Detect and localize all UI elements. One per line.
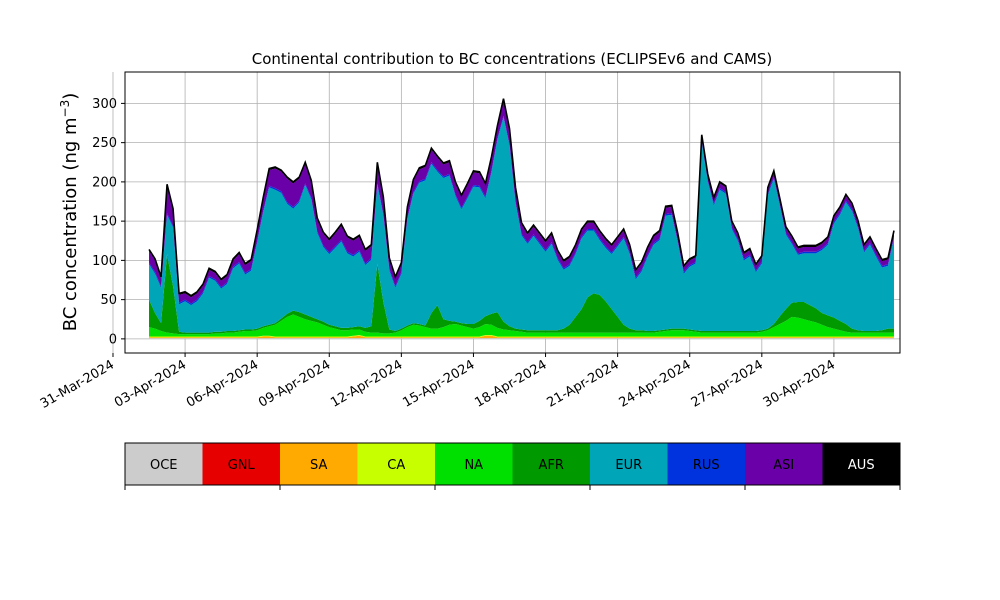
legend-swatch-ca [357, 443, 436, 485]
area-asi [149, 100, 894, 304]
legend-label-asi: ASI [773, 458, 794, 473]
x-tick-label: 03-Apr-2024 [112, 357, 189, 410]
x-tick-label: 27-Apr-2024 [689, 357, 766, 410]
legend-swatch-sa [280, 443, 358, 485]
y-tick-label: 0 [109, 332, 117, 347]
x-tick-label: 15-Apr-2024 [400, 357, 477, 410]
legend-frame [124, 442, 901, 486]
x-tick-label: 24-Apr-2024 [617, 357, 694, 410]
legend-label-rus: RUS [693, 458, 720, 473]
legend-swatch-gnl [202, 443, 281, 485]
chart-title: Continental contribution to BC concentra… [252, 50, 773, 68]
legend-swatch-eur [590, 443, 668, 485]
y-axis-label-superscript: −3 [58, 100, 72, 118]
legend-swatch-afr [512, 443, 591, 485]
area-oce [149, 338, 894, 339]
y-axis-ticks: 0 50 100 150 200 250 300 [92, 97, 125, 347]
y-tick-label: 150 [92, 215, 117, 230]
area-na [149, 314, 894, 337]
x-axis-ticks: 31-Mar-202403-Apr-202406-Apr-202409-Apr-… [38, 353, 838, 412]
axes [124, 71, 901, 354]
area-series [148, 98, 895, 339]
legend: OCE GNL SA CA NA AFR EUR RUS ASI AUS [124, 442, 901, 490]
total-outline [148, 98, 895, 297]
y-axis-label: BC concentration (ng m−3) [58, 93, 81, 332]
legend-swatch-oce [125, 443, 203, 485]
legend-label-sa: SA [310, 458, 327, 473]
legend-label-afr: AFR [539, 458, 564, 473]
legend-swatch-asi [745, 443, 823, 485]
legend-label-oce: OCE [150, 458, 178, 473]
y-tick-label: 300 [92, 97, 117, 112]
area-rus [149, 115, 894, 306]
x-tick-label: 18-Apr-2024 [472, 357, 549, 410]
x-tick-label: 31-Mar-2024 [38, 357, 117, 411]
legend-label-na: NA [464, 458, 483, 473]
y-tick-label: 50 [100, 293, 117, 308]
legend-label-aus: AUS [848, 458, 875, 473]
legend-swatch-rus [667, 443, 746, 485]
x-tick-label: 21-Apr-2024 [545, 357, 622, 410]
legend-label-gnl: GNL [228, 458, 256, 473]
y-tick-label: 200 [92, 175, 117, 190]
x-tick-label: 06-Apr-2024 [184, 357, 261, 410]
y-tick-label: 100 [92, 254, 117, 269]
legend-swatch-aus [822, 443, 901, 485]
area-sa [149, 335, 894, 339]
legend-label-eur: EUR [615, 458, 642, 473]
area-eur [149, 117, 894, 333]
area-ca [149, 334, 894, 338]
y-axis-label-close: ) [60, 93, 81, 100]
x-tick-label: 30-Apr-2024 [761, 357, 838, 410]
x-tick-label: 09-Apr-2024 [256, 357, 333, 410]
legend-swatch-na [435, 443, 513, 485]
plot-frame [124, 71, 901, 354]
legend-label-ca: CA [387, 458, 405, 473]
x-tick-label: 12-Apr-2024 [328, 357, 405, 410]
y-tick-label: 250 [92, 136, 117, 151]
